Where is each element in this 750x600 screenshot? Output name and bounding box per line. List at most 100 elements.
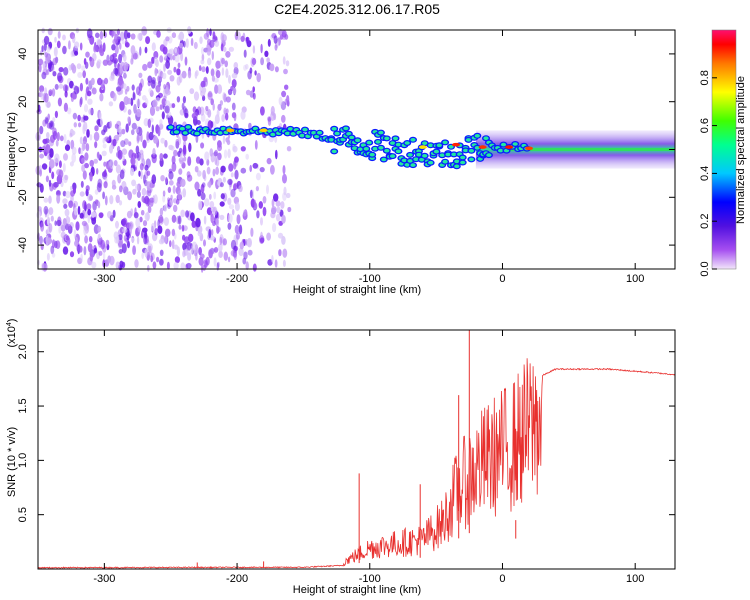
- noise-speck: [162, 194, 166, 203]
- noise-speck: [225, 51, 231, 58]
- noise-speck: [132, 92, 136, 101]
- noise-speck: [239, 241, 244, 250]
- noise-speck: [152, 99, 158, 108]
- signal-core: [302, 127, 308, 132]
- noise-speck: [107, 255, 112, 263]
- noise-speck: [69, 132, 73, 138]
- noise-speck: [228, 163, 234, 172]
- noise-speck: [147, 118, 151, 128]
- noise-speck: [76, 63, 82, 70]
- noise-speck: [108, 135, 112, 144]
- noise-speck: [122, 155, 125, 162]
- noise-speck: [209, 201, 215, 208]
- carrier-line: [502, 148, 675, 151]
- noise-speck: [233, 196, 240, 205]
- noise-speck: [243, 64, 247, 71]
- noise-speck: [211, 75, 215, 82]
- noise-speck: [39, 183, 44, 193]
- noise-speck: [80, 116, 84, 123]
- noise-speck: [252, 92, 256, 100]
- noise-speck: [208, 180, 212, 189]
- snr-line: [37, 358, 675, 569]
- noise-speck: [230, 172, 234, 178]
- noise-speck: [110, 30, 116, 37]
- noise-speck: [190, 37, 194, 47]
- noise-speck: [64, 144, 71, 151]
- noise-speck: [230, 85, 234, 92]
- noise-speck: [163, 38, 168, 47]
- noise-speck: [132, 91, 135, 101]
- noise-speck: [109, 195, 114, 205]
- noise-speck: [201, 86, 207, 94]
- noise-speck: [104, 169, 107, 177]
- signal-core: [328, 138, 334, 142]
- noise-speck: [36, 211, 42, 219]
- noise-speck: [276, 206, 281, 214]
- noise-speck: [173, 66, 177, 73]
- snr-ticks: -300 -200 -100 0 100 0.5 1.0 1.5 2.0: [17, 330, 675, 585]
- noise-speck: [179, 73, 183, 83]
- noise-speck: [136, 151, 141, 161]
- noise-speck: [142, 95, 147, 101]
- noise-speck: [164, 100, 170, 106]
- noise-speck: [137, 201, 142, 208]
- noise-speck: [282, 56, 286, 65]
- noise-speck: [79, 82, 83, 92]
- signal-core: [331, 127, 337, 131]
- colorbar-label: Normalized spectral amplitude: [735, 76, 747, 224]
- noise-speck: [256, 72, 262, 83]
- noise-speck: [122, 217, 128, 228]
- noise-speck: [77, 245, 82, 253]
- noise-speck: [83, 58, 87, 65]
- signal-core: [413, 157, 419, 161]
- signal-core: [378, 130, 384, 135]
- noise-speck: [53, 46, 58, 57]
- noise-speck: [275, 200, 281, 207]
- signal-core: [331, 149, 337, 154]
- noise-speck: [245, 89, 251, 96]
- noise-speck: [98, 250, 103, 256]
- noise-speck: [69, 251, 75, 258]
- noise-speck: [52, 239, 56, 249]
- noise-speck: [46, 132, 50, 139]
- noise-speck: [89, 195, 93, 201]
- noise-speck: [201, 182, 206, 188]
- noise-speck: [188, 233, 194, 243]
- signal-core: [395, 149, 401, 154]
- noise-speck: [144, 212, 150, 221]
- noise-speck: [57, 97, 63, 107]
- noise-speck: [144, 195, 150, 205]
- signal-core: [182, 131, 188, 135]
- noise-speck: [93, 224, 100, 235]
- noise-speck: [56, 131, 60, 142]
- signal-core: [378, 146, 384, 150]
- noise-speck: [89, 57, 95, 68]
- noise-speck: [82, 200, 87, 210]
- noise-speck: [96, 168, 99, 175]
- noise-speck: [275, 213, 281, 222]
- noise-speck: [131, 129, 135, 136]
- noise-speck: [48, 207, 54, 216]
- noise-speck: [42, 119, 47, 127]
- signal-core: [404, 141, 410, 145]
- noise-speck: [264, 50, 269, 57]
- noise-speck: [209, 39, 215, 48]
- signal-core: [500, 142, 507, 147]
- noise-speck: [63, 133, 67, 144]
- noise-speck: [262, 196, 267, 204]
- noise-speck: [214, 84, 219, 94]
- noise-speck: [223, 251, 228, 261]
- noise-speck: [180, 209, 185, 218]
- colorbar-tick-label: 0.6: [699, 118, 711, 133]
- noise-speck: [177, 215, 182, 225]
- noise-speck: [58, 226, 62, 234]
- noise-speck: [164, 139, 168, 148]
- noise-speck: [234, 224, 240, 234]
- noise-speck: [208, 193, 212, 200]
- noise-speck: [134, 259, 139, 268]
- noise-speck: [176, 68, 181, 76]
- signal-core: [290, 132, 296, 136]
- noise-speck: [102, 191, 105, 200]
- noise-speck: [97, 201, 101, 209]
- noise-speck: [113, 160, 118, 167]
